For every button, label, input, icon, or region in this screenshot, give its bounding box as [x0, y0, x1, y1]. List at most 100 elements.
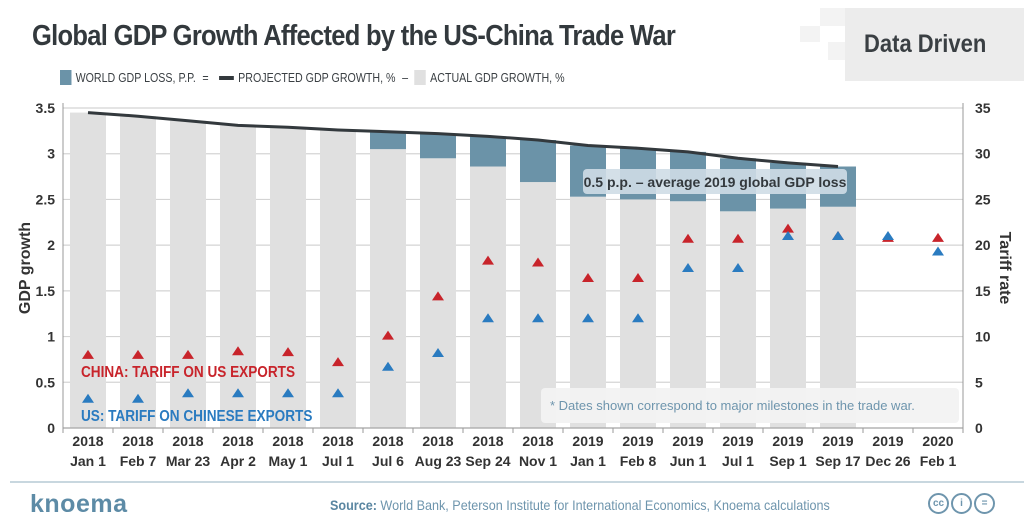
x-tick-year: 2019 [622, 433, 653, 449]
y2-tick-label: 0 [975, 420, 983, 436]
y2-tick-label: 35 [975, 100, 991, 116]
x-tick-year: 2019 [722, 433, 753, 449]
actual-gdp-bar [520, 182, 556, 428]
legend-label: PROJECTED GDP GROWTH, % [238, 70, 396, 85]
china-tariff-marker [282, 347, 294, 357]
y2-tick-label: 15 [975, 283, 991, 299]
x-tick-year: 2020 [922, 433, 953, 449]
gdp-loss-annotation: 0.5 p.p. – average 2019 global GDP loss [584, 174, 847, 190]
x-tick-year: 2018 [122, 433, 153, 449]
y2-tick-label: 5 [975, 374, 983, 390]
x-tick-year: 2018 [72, 433, 103, 449]
actual-gdp-bar [320, 129, 356, 428]
x-tick-date: Nov 1 [519, 453, 557, 469]
legend-separator: – [402, 70, 409, 85]
knoema-logo: knoema [30, 490, 128, 518]
x-tick-date: Dec 26 [865, 453, 910, 469]
x-tick-year: 2019 [772, 433, 803, 449]
china-tariff-marker [632, 273, 644, 283]
us-tariff-marker [532, 313, 544, 323]
x-tick-date: Sep 1 [769, 453, 807, 469]
by-icon: i [951, 493, 972, 514]
x-tick-date: Jan 1 [570, 453, 606, 469]
y-tick-label: 3.5 [36, 100, 56, 116]
milestones-note: * Dates shown correspond to major milest… [550, 398, 915, 413]
actual-gdp-bar [120, 116, 156, 428]
x-tick-date: Feb 1 [920, 453, 957, 469]
source-text: World Bank, Peterson Institute for Inter… [380, 497, 830, 513]
y2-tick-label: 25 [975, 191, 991, 207]
chart: 0 0.5 1 1.5 2 2.5 3 3.5 0 5 10 15 20 25 30 35 2018 Jan 1 2… [17, 100, 1013, 469]
x-tick-year: 2018 [322, 433, 353, 449]
actual-gdp-bar [170, 120, 206, 429]
x-tick-year: 2018 [522, 433, 553, 449]
x-tick-date: Jul 1 [322, 453, 354, 469]
us-tariff-marker [182, 388, 194, 398]
x-tick-year: 2018 [472, 433, 503, 449]
legend-swatch-loss [60, 70, 72, 85]
y2-tick-label: 10 [975, 329, 991, 345]
us-tariff-marker [332, 388, 344, 398]
us-tariff-marker [632, 313, 644, 323]
china-tariff-label: CHINA: TARIFF ON US EXPORTS [81, 364, 295, 381]
us-tariff-marker [882, 231, 894, 240]
us-tariff-marker [932, 246, 944, 256]
footer-divider [10, 481, 1024, 483]
china-tariff-marker [482, 255, 494, 265]
source-label: Source: [330, 497, 377, 513]
actual-gdp-bar [470, 166, 506, 428]
actual-gdp-bar [220, 125, 256, 428]
actual-gdp-bar [270, 127, 306, 428]
x-tick-year: 2019 [822, 433, 853, 449]
x-tick-year: 2019 [872, 433, 903, 449]
x-tick-year: 2018 [272, 433, 303, 449]
cc-icon: cc [928, 493, 949, 514]
y-tick-label: 2 [47, 237, 55, 253]
y-axis-title: GDP growth [17, 222, 34, 314]
china-tariff-marker [432, 291, 444, 301]
us-tariff-marker [782, 231, 794, 240]
y-tick-label: 0.5 [36, 374, 56, 390]
us-tariff-marker [232, 388, 244, 398]
annotation-box [583, 169, 847, 194]
legend: WORLD GDP LOSS, P.P. = PROJECTED GDP GRO… [60, 70, 565, 85]
china-tariff-marker [382, 330, 394, 340]
gdp-loss-bar [370, 131, 406, 150]
y2-tick-label: 20 [975, 237, 991, 253]
us-tariff-marker [432, 348, 444, 358]
china-tariff-marker [532, 257, 544, 267]
us-tariff-marker [132, 393, 144, 403]
y-tick-label: 1.5 [36, 283, 56, 299]
decor-square [828, 42, 845, 60]
x-tick-date: Sep 17 [815, 453, 860, 469]
china-tariff-marker [732, 233, 744, 243]
decor-square [800, 26, 820, 42]
nd-icon: = [974, 493, 995, 514]
x-tick-date: Feb 7 [120, 453, 157, 469]
x-tick-year: 2018 [222, 433, 253, 449]
china-tariff-marker [932, 232, 944, 242]
china-tariff-marker [682, 233, 694, 243]
y-tick-label: 0 [47, 420, 55, 436]
x-tick-date: Jul 1 [722, 453, 754, 469]
note-box [541, 388, 959, 423]
us-tariff-marker [582, 313, 594, 323]
y-tick-label: 3 [47, 146, 55, 162]
x-tick-date: Jan 1 [70, 453, 106, 469]
legend-label: ACTUAL GDP GROWTH, % [430, 70, 565, 85]
y-tick-label: 2.5 [36, 191, 56, 207]
us-tariff-marker [832, 231, 844, 240]
x-tick-date: Feb 8 [620, 453, 657, 469]
actual-gdp-bar [370, 149, 406, 428]
china-tariff-marker [782, 223, 794, 233]
us-tariff-marker [382, 361, 394, 371]
actual-gdp-bar [70, 112, 106, 429]
china-tariff-marker [232, 346, 244, 356]
china-tariff-marker [182, 349, 194, 359]
legend-label: WORLD GDP LOSS, P.P. [75, 70, 196, 85]
y2-tick-label: 30 [975, 146, 991, 162]
legend-swatch-actual [414, 70, 427, 85]
us-tariff-marker [82, 393, 94, 403]
data-driven-badge [845, 8, 1024, 81]
china-tariff-marker [82, 349, 94, 359]
